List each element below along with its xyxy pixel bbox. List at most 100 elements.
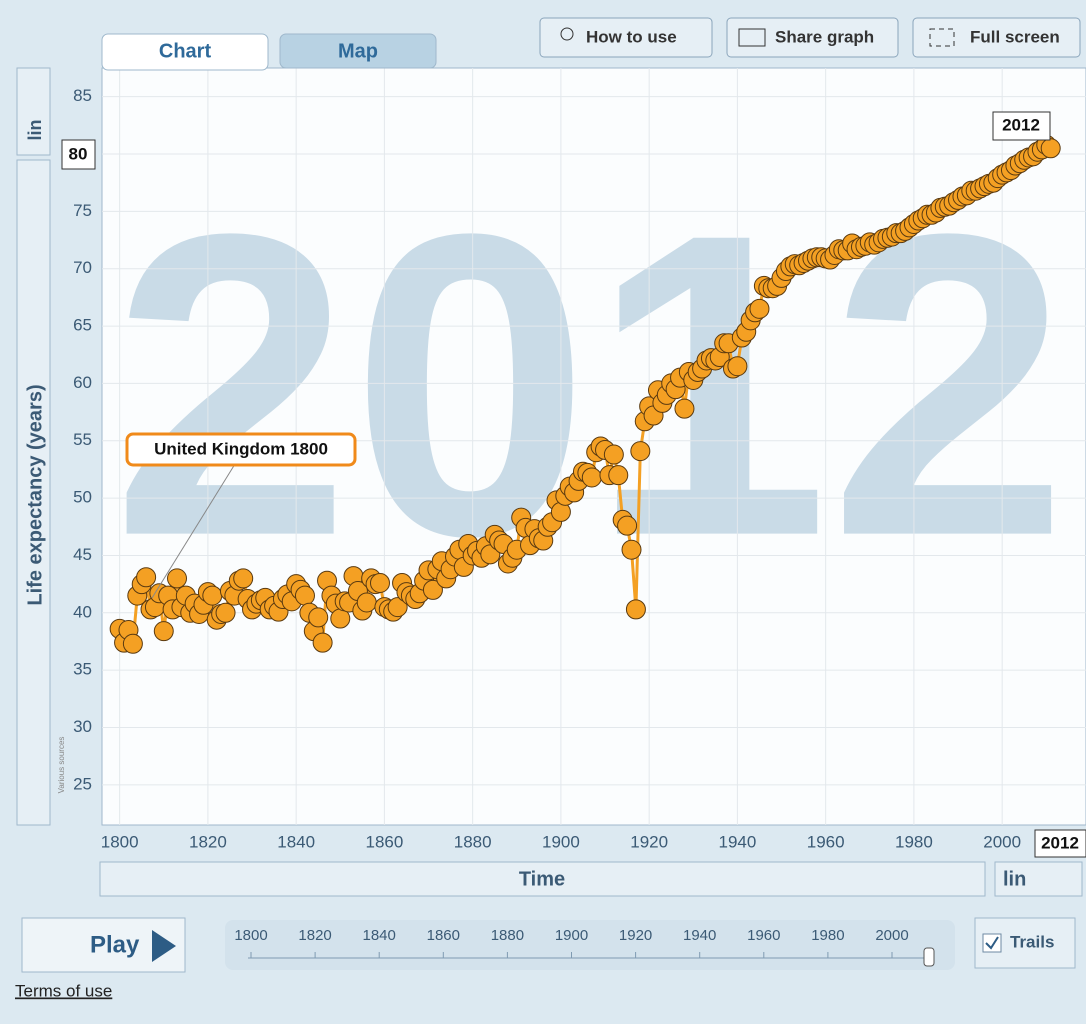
button-label[interactable]: Full screen [970, 27, 1060, 46]
slider-handle[interactable] [923, 947, 935, 967]
data-point [136, 567, 157, 588]
y-tick-label: 25 [73, 774, 92, 793]
y-tick-label: 35 [73, 660, 92, 679]
data-point [167, 568, 188, 589]
y-axis-title: Life expectancy (years) [24, 384, 46, 605]
mail-icon [738, 28, 766, 47]
x-tick-label: 1900 [542, 832, 580, 851]
x-tick-label: 1820 [189, 832, 227, 851]
x-tick-label: 1860 [365, 832, 403, 851]
x-tick-label: 1840 [277, 832, 315, 851]
data-point [603, 444, 624, 465]
point-label-box [992, 111, 1051, 141]
slider-tick-label: 2000 [875, 927, 908, 944]
y-readout-box [61, 139, 96, 170]
y-tick-label: 85 [73, 86, 92, 105]
y-scale[interactable]: lin [25, 120, 45, 141]
x-tick-label: 1960 [807, 832, 845, 851]
annotation-box [125, 432, 357, 467]
data-point [308, 607, 329, 628]
y-tick-label: 45 [73, 545, 92, 564]
data-point [233, 568, 254, 589]
y-scale-box[interactable] [16, 67, 51, 156]
slider-tick-label: 1880 [491, 927, 524, 944]
data-point [621, 539, 642, 560]
y-tick-label: 30 [73, 717, 92, 736]
slider-tick-label: 1820 [298, 927, 331, 944]
source: Various sources [57, 737, 66, 794]
y-tick-label: 65 [73, 316, 92, 335]
button-label[interactable]: How to use [586, 27, 677, 46]
data-point [625, 599, 646, 620]
data-point [1040, 138, 1061, 159]
slider-tick-label: 1840 [363, 927, 396, 944]
button[interactable] [726, 17, 899, 58]
x-readout-box [1034, 829, 1086, 858]
trails-checkbox[interactable] [982, 933, 1002, 953]
data-point [356, 592, 377, 613]
slider-tick-label: 1960 [747, 927, 780, 944]
data-point [617, 515, 638, 536]
y-tick-label: 40 [73, 602, 92, 621]
x-tick-label: 1800 [101, 832, 139, 851]
y-tick-label: 60 [73, 373, 92, 392]
y-tick-label: 70 [73, 258, 92, 277]
terms-link[interactable]: Terms of use [15, 981, 112, 1000]
button-label[interactable]: Share graph [775, 27, 874, 46]
x-readout: 2012 [1041, 833, 1079, 852]
data-point [369, 572, 390, 593]
play-icon[interactable] [152, 930, 176, 962]
annotation-leader [151, 463, 236, 599]
tab[interactable] [279, 33, 437, 69]
plot: 2012 1800 1820 1840 1860 1880 1900 1920 1940 1960… [73, 68, 1086, 851]
data-point [202, 585, 223, 606]
x-title-box[interactable] [99, 861, 986, 897]
x-scale[interactable]: lin [1003, 868, 1026, 890]
slider-tick-label: 1980 [811, 927, 844, 944]
data-point [727, 356, 748, 377]
y-title-box[interactable] [16, 159, 51, 826]
point-label: 2012 [1002, 115, 1040, 134]
x-tick-label: 1980 [895, 832, 933, 851]
data-point [153, 621, 174, 642]
tab-label[interactable]: Chart [159, 40, 212, 62]
x-tick-label: 1920 [630, 832, 668, 851]
button[interactable] [539, 17, 713, 58]
annotation: United Kingdom 1800 [154, 439, 328, 458]
data-point [215, 602, 236, 623]
data-point [581, 467, 602, 488]
tab-label[interactable]: Map [338, 40, 378, 62]
fullscreen-icon [929, 28, 955, 47]
slider[interactable] [225, 920, 955, 970]
slider-tick-label: 1900 [555, 927, 588, 944]
slider-tick-label: 1860 [427, 927, 460, 944]
x-axis-title: Time [519, 868, 565, 890]
data-point [294, 585, 315, 606]
y-readout: 80 [69, 144, 88, 163]
play-label[interactable]: Play [90, 931, 140, 958]
bulb-icon [560, 27, 574, 41]
tab[interactable] [101, 33, 269, 71]
x-tick-label: 2000 [983, 832, 1021, 851]
trails-box[interactable] [974, 917, 1076, 969]
slider-tick-label: 1920 [619, 927, 652, 944]
data-point [674, 398, 695, 419]
x-scale-box[interactable] [994, 861, 1083, 897]
y-tick-label: 50 [73, 488, 92, 507]
data-point [387, 597, 408, 618]
data-point [749, 298, 770, 319]
y-tick-label: 55 [73, 430, 92, 449]
data-point [122, 633, 143, 654]
data-point [630, 441, 651, 462]
button[interactable] [912, 17, 1081, 58]
slider-tick-label: 1940 [683, 927, 716, 944]
x-tick-label: 1940 [718, 832, 756, 851]
data-point [312, 632, 333, 653]
slider-ticks: 1800 1820 1840 1860 1880 1900 1920 1940 1960 1980… [234, 927, 909, 958]
x-tick-label: 1880 [454, 832, 492, 851]
y-tick-label: 75 [73, 201, 92, 220]
trails-label[interactable]: Trails [1010, 932, 1054, 951]
check-icon [985, 936, 999, 950]
